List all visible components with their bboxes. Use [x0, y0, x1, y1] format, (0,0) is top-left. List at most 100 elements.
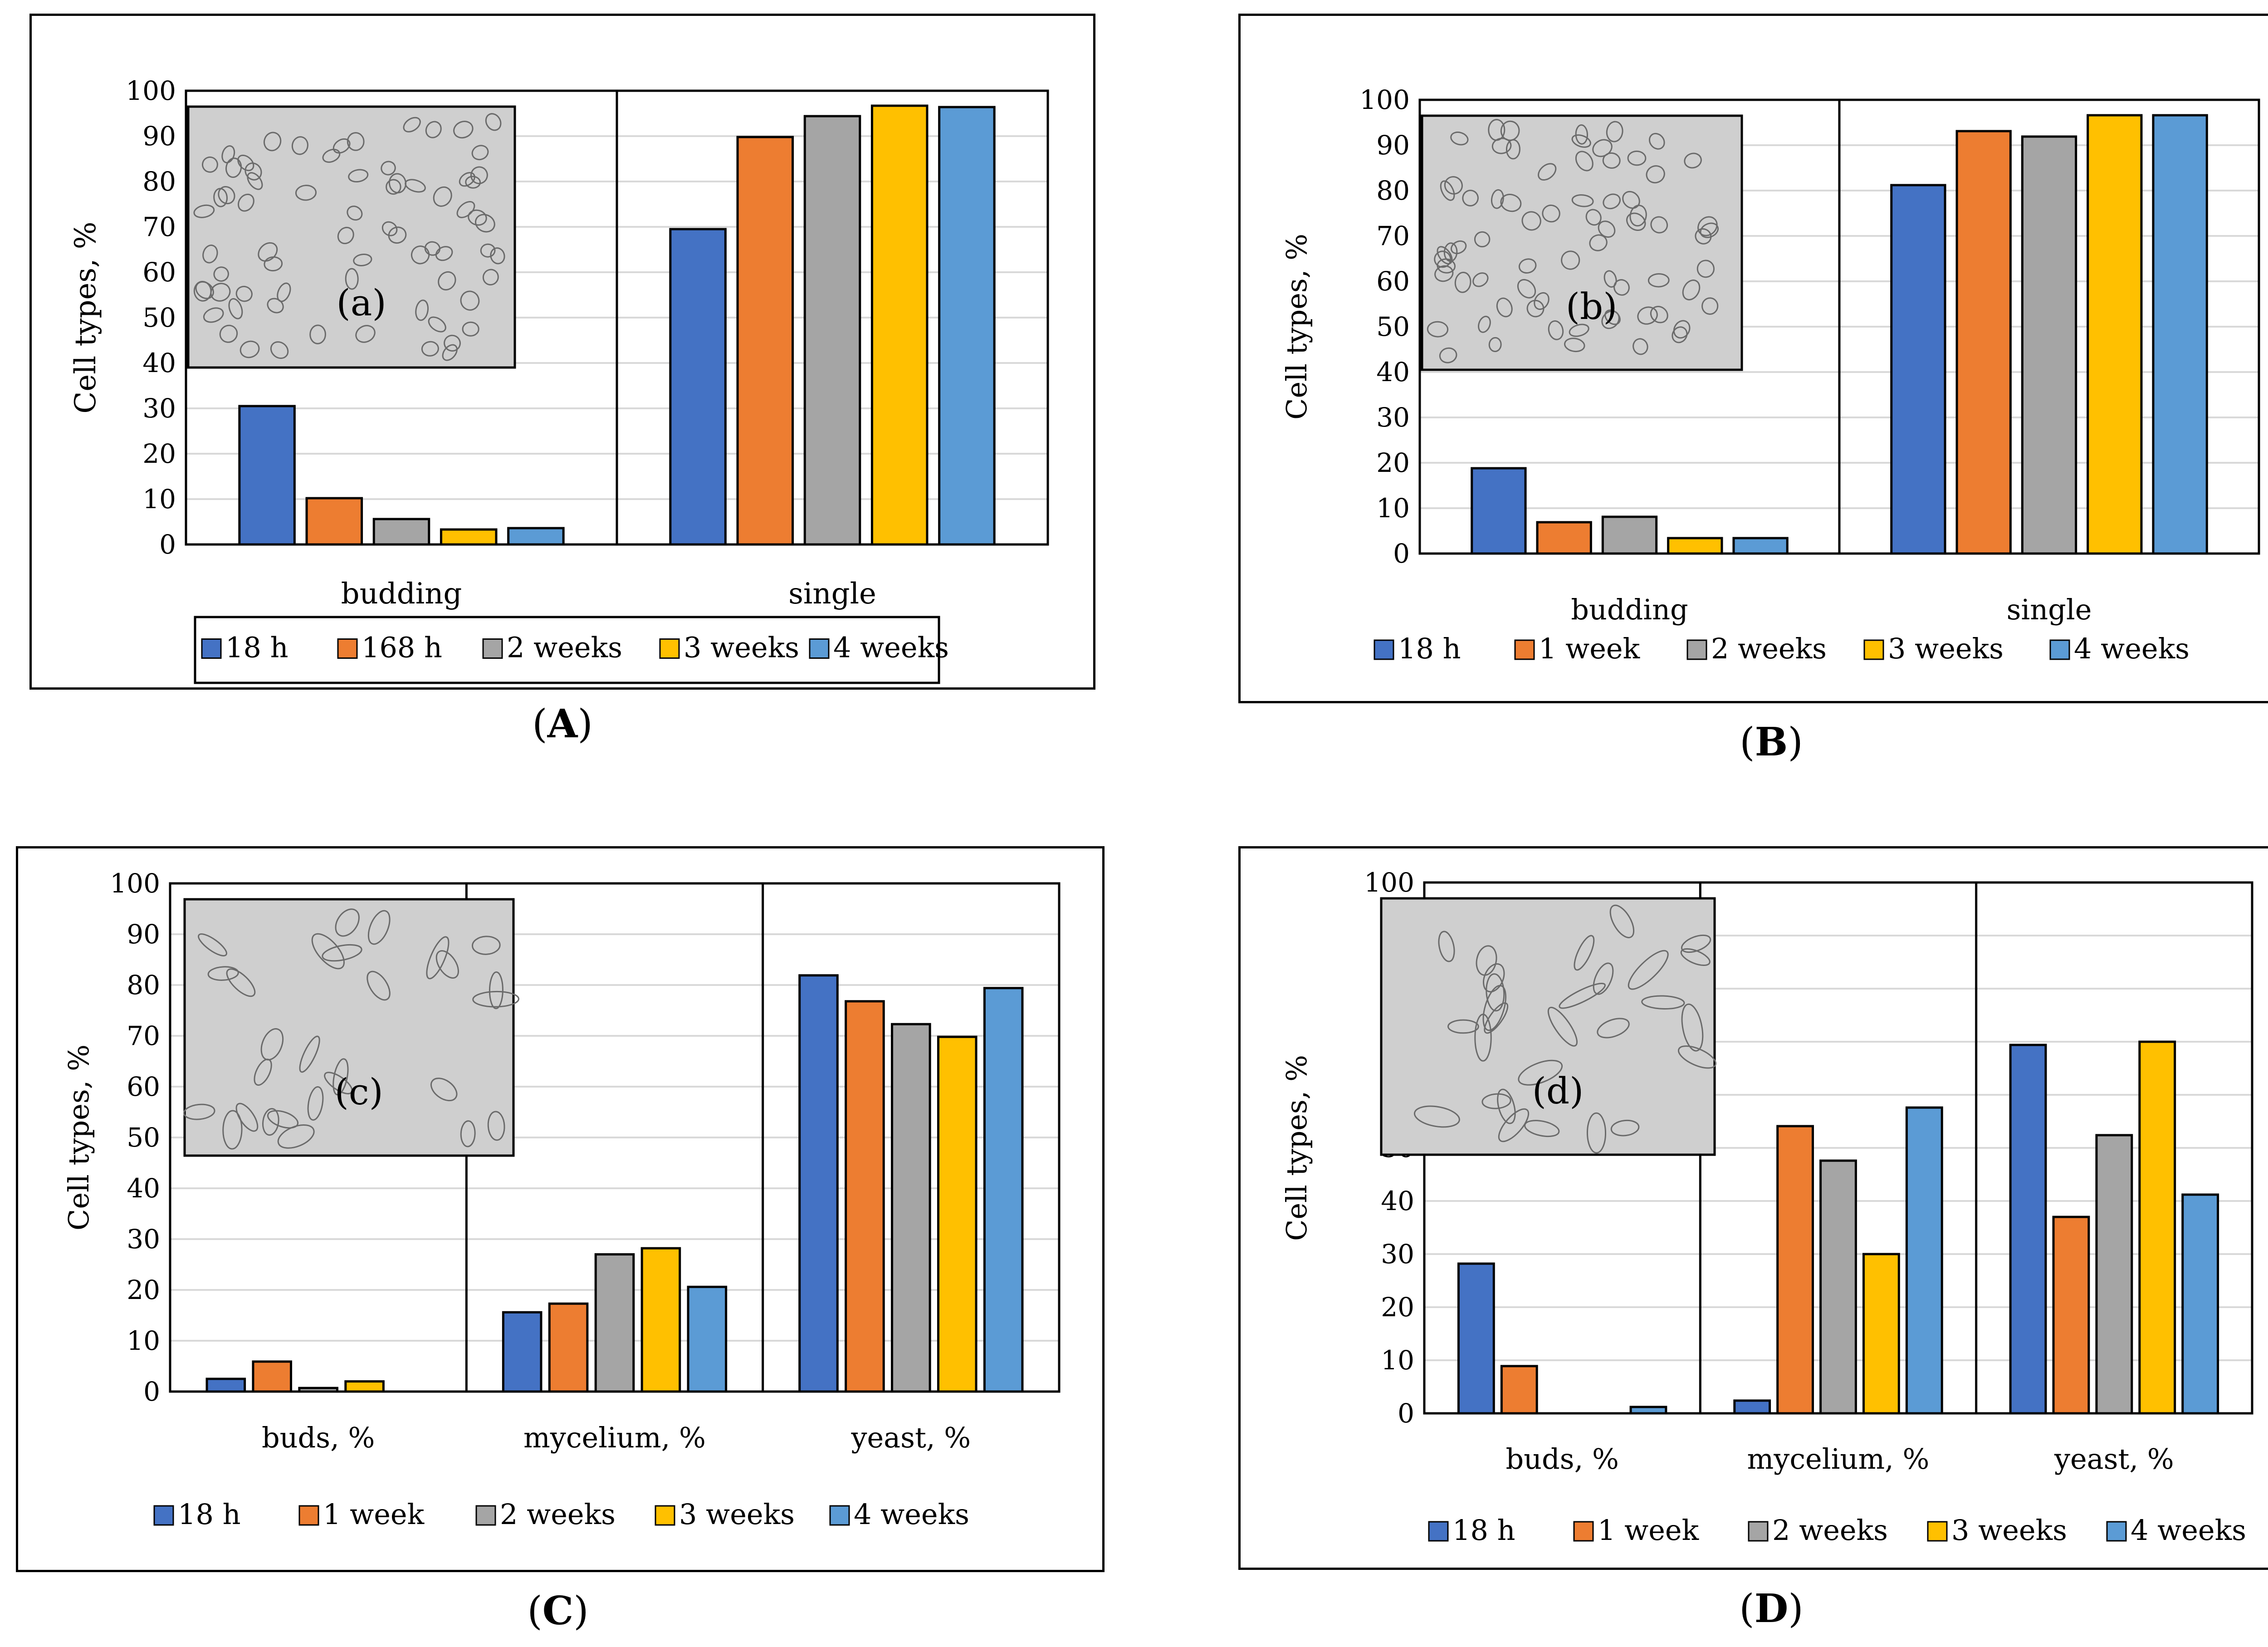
- bar: [1457, 1262, 1495, 1415]
- y-tick-label: 50: [142, 302, 176, 333]
- cell-outline: [332, 1058, 349, 1096]
- bar: [1732, 537, 1789, 555]
- bar: [2095, 1134, 2133, 1415]
- cell-outline: [1561, 250, 1580, 270]
- y-tick-label: 40: [1376, 357, 1410, 387]
- legend-label: 4 weeks: [2074, 632, 2190, 665]
- y-tick-label: 90: [142, 121, 176, 152]
- cell-outline: [424, 241, 441, 256]
- legend-swatch: [1514, 639, 1535, 660]
- cell-outline: [381, 161, 396, 176]
- cell-outline: [1681, 1003, 1704, 1052]
- y-tick-label: 60: [127, 1071, 160, 1102]
- panel-B-caption: (B): [1740, 719, 1803, 765]
- bar: [937, 1035, 978, 1393]
- legend-swatch: [337, 638, 358, 659]
- cell-outline: [1450, 240, 1467, 255]
- cell-outline: [1548, 320, 1564, 340]
- cell-outline: [213, 266, 229, 282]
- cell-outline: [1585, 209, 1602, 226]
- cell-outline: [1592, 139, 1613, 157]
- cell-outline: [1497, 1088, 1516, 1124]
- category-label: buds, %: [1505, 1442, 1618, 1475]
- cell-outline: [1673, 320, 1691, 339]
- cell-outline: [238, 193, 254, 212]
- cell-outline: [1498, 1108, 1530, 1142]
- cell-outline: [435, 246, 453, 261]
- cell-outline: [1491, 189, 1504, 209]
- category-label: yeast, %: [850, 1421, 971, 1454]
- cell-outline: [1534, 292, 1549, 310]
- cell-outline: [1476, 945, 1497, 976]
- bar: [440, 528, 498, 546]
- cell-outline: [219, 324, 238, 343]
- y-tick-label: 100: [126, 75, 176, 106]
- bar: [2052, 1216, 2090, 1415]
- cell-outline: [291, 136, 308, 155]
- cell-outline: [1474, 231, 1491, 248]
- cell-outline: [1613, 279, 1630, 296]
- legend-label: 2 weeks: [500, 1498, 616, 1531]
- cell-outline: [1496, 297, 1513, 318]
- legend-swatch: [2049, 639, 2070, 660]
- bar: [845, 1000, 885, 1393]
- micrograph-cells: [193, 113, 505, 361]
- cell-outline: [1454, 271, 1471, 293]
- cell-outline: [270, 341, 289, 359]
- cell-outline: [1481, 1093, 1511, 1109]
- legend-swatch: [201, 638, 222, 659]
- y-tick-label: 30: [142, 393, 176, 424]
- cell-outline: [1443, 242, 1458, 262]
- y-tick-label: 40: [1381, 1186, 1414, 1216]
- category-label: budding: [341, 577, 462, 611]
- cell-outline: [1696, 260, 1715, 278]
- cell-outline: [332, 138, 351, 154]
- category-label: single: [2007, 593, 2092, 626]
- bar: [1733, 1399, 1771, 1415]
- legend-swatch: [659, 638, 680, 659]
- cell-outline: [1610, 1119, 1640, 1137]
- cell-outline: [1569, 324, 1589, 337]
- bar: [2087, 114, 2143, 555]
- cell-outline: [415, 299, 429, 321]
- legend-swatch: [1573, 1521, 1594, 1542]
- cell-outline: [475, 214, 495, 233]
- legend-label: 18 h: [225, 631, 288, 664]
- cell-outline: [324, 1072, 353, 1094]
- cell-outline: [1603, 270, 1617, 288]
- y-tick-label: 50: [127, 1122, 160, 1153]
- cell-outline: [1439, 347, 1457, 363]
- cell-outline: [1437, 246, 1453, 265]
- legend-label: 3 weeks: [679, 1498, 795, 1531]
- legend-label: 3 weeks: [684, 631, 799, 664]
- bar: [736, 136, 794, 546]
- cell-outline: [1547, 1006, 1578, 1047]
- inset-label: (d): [1532, 1070, 1584, 1112]
- category-label: mycelium, %: [1747, 1442, 1930, 1475]
- y-tick-label: 90: [1376, 130, 1410, 161]
- cell-outline: [237, 154, 254, 172]
- cell-outline: [1678, 1045, 1716, 1069]
- cell-outline: [1538, 163, 1557, 181]
- y-tick-label: 30: [1376, 402, 1410, 433]
- y-tick-label: 0: [1398, 1398, 1414, 1429]
- legend-swatch: [298, 1505, 319, 1526]
- legend-label: 1 week: [1539, 632, 1640, 665]
- legend-label: 18 h: [1452, 1514, 1515, 1547]
- legend-label: 3 weeks: [1951, 1514, 2067, 1547]
- cell-outline: [1626, 212, 1646, 231]
- cell-outline: [337, 226, 354, 245]
- bar: [1955, 130, 2012, 555]
- cell-outline: [1606, 121, 1623, 142]
- y-tick-label: 100: [110, 868, 160, 899]
- cell-outline: [1427, 321, 1449, 338]
- y-tick-label: 30: [127, 1224, 160, 1255]
- bar: [1862, 1253, 1900, 1415]
- cell-outline: [426, 936, 450, 980]
- y-tick-label: 0: [143, 1376, 160, 1407]
- bar: [803, 115, 861, 546]
- y-tick-label: 20: [1376, 447, 1410, 478]
- legend-swatch: [1428, 1521, 1449, 1542]
- bar: [1819, 1159, 1857, 1415]
